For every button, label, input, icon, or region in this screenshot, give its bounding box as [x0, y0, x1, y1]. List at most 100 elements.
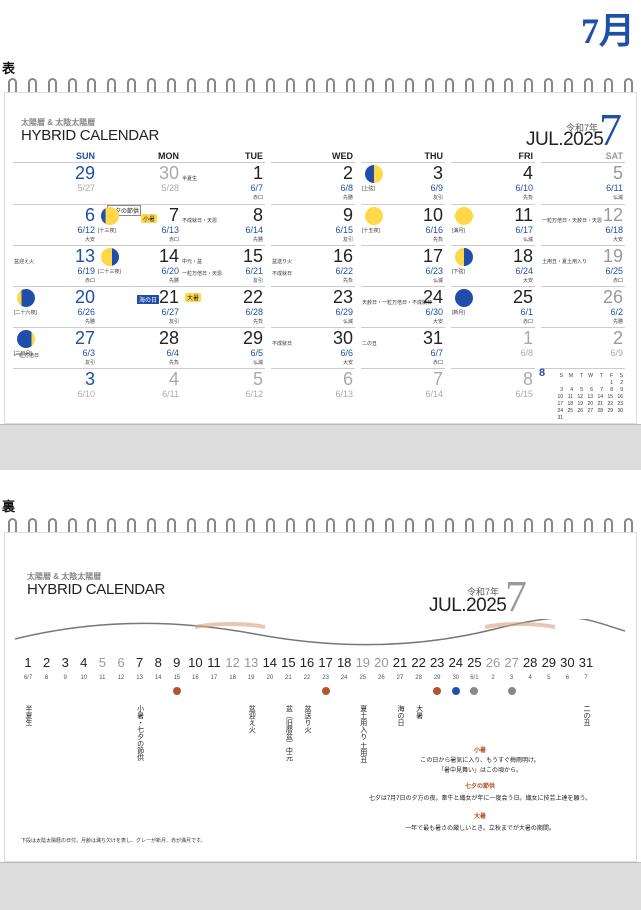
mini-day: 31 — [557, 415, 563, 421]
day-cell[interactable]: 12 6/18 大安 一粒万倍日・天赦日・天恩 — [541, 204, 625, 245]
lunar-date: 6/17 — [515, 225, 533, 235]
timeline-day[interactable]: 26 — [485, 655, 501, 670]
day-cell[interactable]: 4 6/10 先負 — [451, 162, 535, 203]
timeline-day[interactable]: 4 — [80, 655, 88, 670]
day-cell[interactable]: 18 6/24 大安 [下弦] — [451, 245, 535, 286]
day-cell[interactable]: 27 6/3 友引 一粒万倍日 [三日月] — [13, 327, 97, 368]
day-cell[interactable]: 7 6/14 — [361, 368, 445, 409]
day-cell[interactable]: 30 5/28 — [97, 162, 181, 203]
timeline-day[interactable]: 17 — [318, 655, 333, 670]
timeline-day[interactable]: 30 — [560, 655, 575, 670]
timeline-day[interactable]: 23 — [429, 655, 445, 670]
day-cell[interactable]: 2 6/8 先勝 — [271, 162, 355, 203]
day-cell[interactable]: 22 6/28 先負 大暑 — [181, 286, 265, 327]
timeline-day[interactable]: 1 — [24, 655, 32, 670]
timeline-day[interactable]: 22 — [411, 655, 426, 670]
timeline-day[interactable]: 12 — [225, 655, 240, 670]
day-cell[interactable]: 25 6/1 赤口 [新月] — [451, 286, 535, 327]
timeline-lunar: 9 — [63, 675, 67, 681]
day-cell[interactable]: 14 6/20 先勝 [二十三夜] — [97, 245, 181, 286]
day-cell[interactable]: 20 6/26 先勝 [二十六夜] — [13, 286, 97, 327]
day-cell[interactable]: 4 6/11 — [97, 368, 181, 409]
day-cell[interactable]: 23 6/29 仏滅 — [271, 286, 355, 327]
day-cell[interactable]: 16 6/22 先負 盆送り火 不成就日 — [271, 245, 355, 286]
timeline-lunar: 4 — [528, 675, 532, 681]
timeline-day[interactable]: 31 — [578, 655, 594, 670]
day-cell[interactable]: 13 6/19 赤口 盆迎え火 — [13, 245, 97, 286]
day-cell[interactable]: 8 6/15 — [451, 368, 535, 409]
dow-mon: MON — [158, 151, 179, 161]
timeline-day[interactable]: 16 — [299, 655, 315, 670]
day-cell[interactable]: 10 6/16 先負 [十五夜] — [361, 204, 445, 245]
day-cell[interactable]: 31 6/7 赤口 二の丑 — [361, 327, 445, 368]
back-brand: HYBRID CALENDAR — [27, 581, 166, 598]
timeline-day[interactable]: 18 — [336, 655, 352, 670]
timeline-day[interactable]: 6 — [117, 655, 125, 670]
timeline-day[interactable]: 15 — [281, 655, 296, 670]
day-number: 30 — [332, 328, 353, 348]
timeline-lunar: 29 — [433, 675, 441, 681]
day-cell[interactable]: 5 6/11 仏滅 — [541, 162, 625, 203]
day-cell[interactable]: 1 6/8 — [451, 327, 535, 368]
day-cell[interactable]: 6 6/12 大安 — [13, 204, 97, 245]
day-cell[interactable]: 7 6/13 赤口 七夕の節供 小暑 [十三夜] — [97, 204, 181, 245]
front-year-month: JUL.2025 — [526, 129, 604, 150]
day-cell[interactable]: 3 6/9 友引 [上弦] — [361, 162, 445, 203]
timeline-day[interactable]: 25 — [467, 655, 482, 670]
timeline-day[interactable]: 10 — [188, 655, 203, 670]
day-cell[interactable]: 28 6/4 先負 — [97, 327, 181, 368]
sekki-note: 土用丑・夏土用入り — [542, 259, 588, 265]
day-cell[interactable]: 21 6/27 友引 海の日 — [97, 286, 181, 327]
back-brand-small: 太陽暦 & 太陰太陽暦 — [27, 572, 102, 581]
day-cell[interactable]: 3 6/10 — [13, 368, 97, 409]
day-cell[interactable]: 8 S M T W T F S 1 2 3 4 5 6 7 8 9 10 11 12 13 14 15 16 17 18 19 20 2… — [539, 367, 625, 421]
timeline-day[interactable]: 2 — [42, 655, 51, 670]
timeline-day[interactable]: 19 — [355, 655, 371, 670]
day-number: 27 — [74, 328, 95, 348]
day-number: 1 — [252, 163, 263, 183]
lunar-date: 6/7 — [250, 183, 263, 193]
day-cell[interactable]: 17 6/23 仏滅 — [361, 245, 445, 286]
timeline-day[interactable]: 14 — [262, 655, 278, 670]
mini-day: 26 — [577, 408, 583, 414]
timeline-day[interactable]: 3 — [61, 655, 69, 670]
mini-day — [575, 380, 583, 387]
sekki-note: 一粒万倍日・天赦日・天恩 — [542, 218, 603, 224]
lunar-date: 6/14 — [425, 389, 443, 399]
timeline-day[interactable]: 7 — [135, 655, 144, 670]
day-cell[interactable]: 1 6/7 赤口 半夏生 — [181, 162, 265, 203]
timeline-day[interactable]: 8 — [154, 655, 162, 670]
day-cell[interactable]: 29 5/27 — [13, 162, 97, 203]
day-cell[interactable]: 26 6/2 先勝 — [541, 286, 625, 327]
timeline-day[interactable]: 27 — [504, 655, 519, 670]
timeline-day[interactable]: 11 — [207, 655, 221, 670]
note-title: 七夕の節供 — [464, 784, 495, 790]
mini-day: 16 — [617, 394, 623, 400]
timeline-day[interactable]: 29 — [541, 655, 557, 670]
timeline-day[interactable]: 13 — [243, 655, 259, 670]
timeline-day[interactable]: 28 — [522, 655, 538, 670]
day-cell[interactable]: 19 6/25 赤口 土用丑・夏土用入り — [541, 245, 625, 286]
day-cell[interactable]: 8 6/14 先勝 不成就日・天恩 — [181, 204, 265, 245]
day-cell[interactable]: 24 6/30 大安 天赦日・一粒万倍日・不成就日 — [361, 286, 445, 327]
day-cell[interactable]: 29 6/5 仏滅 — [181, 327, 265, 368]
day-cell[interactable]: 6 6/13 — [271, 368, 355, 409]
timeline-day[interactable]: 20 — [374, 655, 389, 670]
timeline-lunar: 13 — [136, 675, 143, 681]
day-cell[interactable]: 15 6/21 友引 中元・盆 一粒万倍日・天恩 — [181, 245, 265, 286]
timeline-day[interactable]: 24 — [448, 655, 464, 670]
day-cell[interactable]: 2 6/9 — [541, 327, 625, 368]
mini-dow: T — [579, 373, 583, 379]
moon-phase-label: [新月] — [452, 310, 465, 316]
timeline-day[interactable]: 21 — [392, 655, 408, 670]
day-cell[interactable]: 11 6/17 仏滅 [満月] — [451, 204, 535, 245]
day-cell[interactable]: 9 6/15 友引 — [271, 204, 355, 245]
timeline-day[interactable]: 5 — [98, 655, 106, 670]
mini-day: 18 — [567, 401, 573, 407]
timeline-day[interactable]: 9 — [173, 655, 181, 670]
day-cell[interactable]: 5 6/12 — [181, 368, 265, 409]
day-number: 29 — [242, 328, 263, 348]
lunar-date: 6/9 — [610, 348, 623, 358]
day-number: 31 — [422, 328, 443, 348]
day-cell[interactable]: 30 6/6 大安 不成就日 — [271, 327, 355, 368]
